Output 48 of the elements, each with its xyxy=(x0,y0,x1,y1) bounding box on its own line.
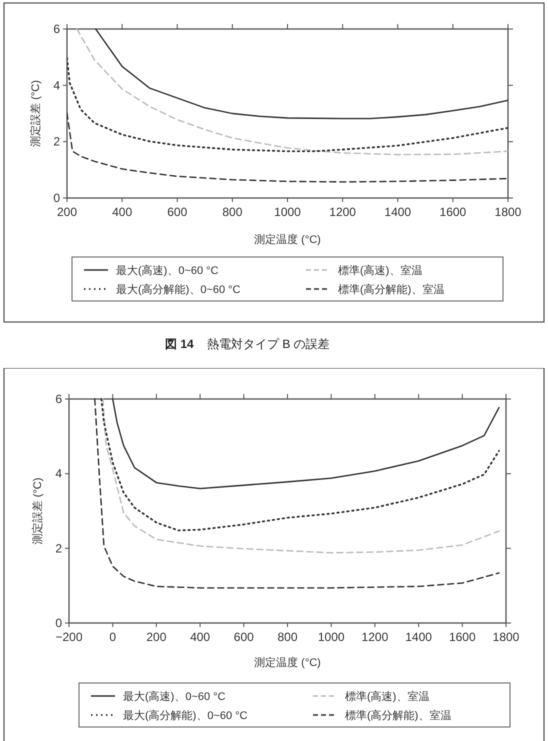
caption: 図 14 xyxy=(165,337,194,351)
legend-label: 標準(高速)、室温 xyxy=(338,264,422,277)
legend-label: 最大(高速)、0~60 °C xyxy=(123,690,226,703)
y-tick-label: 4 xyxy=(55,466,62,481)
x-tick-label: 1600 xyxy=(440,205,467,219)
x-tick-label: 1400 xyxy=(405,630,432,644)
y-tick-label: 2 xyxy=(53,134,60,149)
text: 熱電対タイプ B の誤差 xyxy=(207,337,330,351)
x-tick-label: 200 xyxy=(56,205,78,219)
line-series xyxy=(76,28,508,156)
y-tick-label: 2 xyxy=(55,541,62,556)
x-tick-label: 1800 xyxy=(494,205,522,219)
x-tick-label: 1200 xyxy=(329,205,356,219)
legend-label: 標準(高分解能)、室温 xyxy=(345,709,452,722)
y-tick-label: 4 xyxy=(53,78,60,92)
x-tick-label: −200 xyxy=(55,630,83,644)
y-tick-label: 0 xyxy=(55,616,62,630)
x-tick-label: 1000 xyxy=(318,630,345,644)
x-tick-label: 800 xyxy=(222,205,243,219)
legend-label: 最大(高分解能)、0~60 °C xyxy=(116,283,241,296)
x-tick-label: 200 xyxy=(146,630,167,644)
x-tick-label: 1800 xyxy=(492,630,520,644)
x-tick-label: 400 xyxy=(112,205,132,219)
legend-label: 最大(高速)、0~60 °C xyxy=(116,264,219,277)
x-tick-label: 600 xyxy=(234,630,254,644)
x-tick-label: 1200 xyxy=(362,630,389,644)
line-series xyxy=(67,112,508,183)
x-axis-title: 測定温度 (°C) xyxy=(254,233,321,246)
legend-label: 標準(高分解能)、室温 xyxy=(338,283,444,296)
y-axis-title: 測定誤差 (°C) xyxy=(29,80,42,147)
line-series xyxy=(112,398,500,490)
x-tick-label: 1600 xyxy=(448,630,476,644)
y-tick-label: 6 xyxy=(53,22,60,36)
legend-label: 最大(高分解能)、0~60 °C xyxy=(123,709,248,722)
x-tick-label: 400 xyxy=(190,630,210,644)
y-tick-label: 0 xyxy=(53,191,60,205)
line-series xyxy=(94,398,500,589)
x-tick-label: 1000 xyxy=(274,205,302,219)
line-series xyxy=(94,28,508,120)
x-tick-label: 1400 xyxy=(384,205,412,219)
x-axis-title: 測定温度 (°C) xyxy=(254,656,321,669)
y-tick-label: 6 xyxy=(55,392,62,406)
x-tick-label: 600 xyxy=(167,205,188,219)
x-tick-label: 800 xyxy=(277,630,298,644)
y-axis-title: 測定誤差 (°C) xyxy=(31,478,44,544)
legend-label: 標準(高速)、室温 xyxy=(345,690,430,703)
line-series xyxy=(67,57,508,152)
x-tick-label: 0 xyxy=(109,630,116,644)
